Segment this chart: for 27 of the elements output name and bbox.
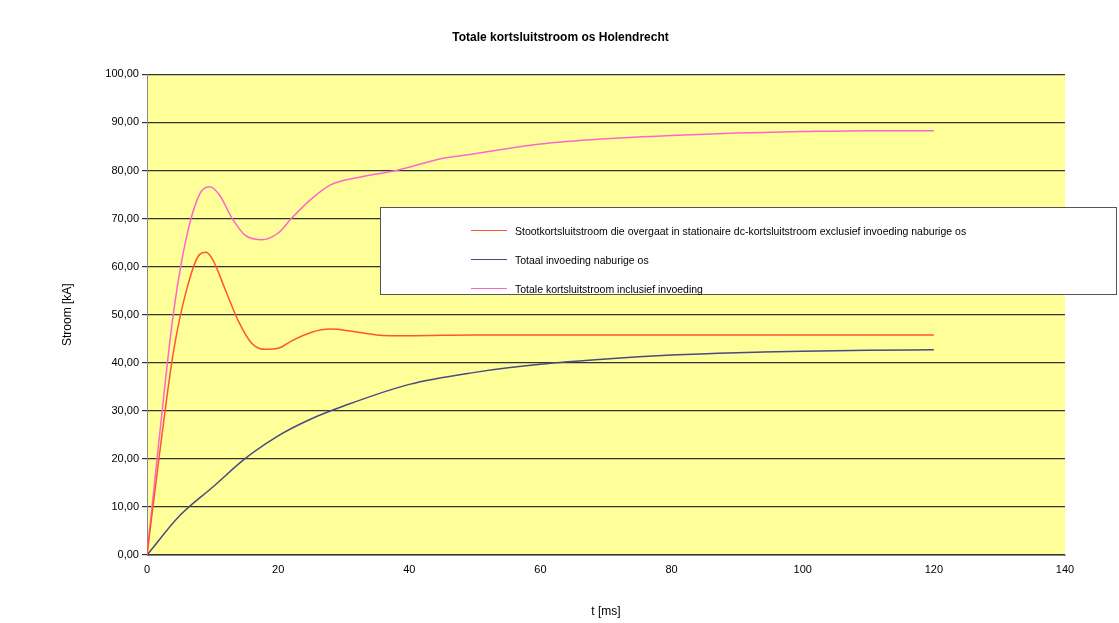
legend-label: Stootkortsluitstroom die overgaat in stationaire dc-kortsluitstroom exclusief invoeding naburige os	[515, 224, 967, 237]
y-tick-label: 50,00	[111, 307, 139, 320]
y-tick-label: 20,00	[111, 451, 139, 464]
x-tick-label: 0	[143, 562, 151, 575]
x-tick-label: 120	[924, 562, 944, 575]
x-tick-label: 40	[403, 562, 416, 575]
line-series	[147, 251, 935, 555]
y-tick-label: 40,00	[111, 355, 139, 368]
x-tick-label: 100	[793, 562, 812, 575]
x-tick-label: 140	[1055, 562, 1075, 575]
x-tick-label: 60	[534, 562, 547, 575]
x-axis-title: t [ms]	[591, 604, 621, 619]
line-series	[147, 349, 935, 555]
y-tick-label: 70,00	[111, 211, 139, 224]
y-tick-label: 30,00	[111, 403, 139, 416]
chart-title: Totale kortsluitstroom os Holendrecht	[452, 29, 669, 44]
y-tick-label: 80,00	[111, 163, 139, 176]
legend-label: Totale kortsluitstroom inclusief invoeding	[515, 282, 703, 295]
y-tick-label: 10,00	[111, 499, 139, 512]
y-tick-label: 90,00	[111, 115, 139, 128]
x-tick-label: 20	[272, 562, 285, 575]
y-axis-title: Stroom [kA]	[59, 283, 74, 347]
y-tick-label: 60,00	[111, 259, 139, 272]
y-tick-label: 100,00	[105, 67, 139, 80]
legend-label: Totaal invoeding naburige os	[515, 253, 649, 266]
y-tick-label: 0,00	[117, 548, 139, 561]
x-tick-label: 80	[665, 562, 678, 575]
